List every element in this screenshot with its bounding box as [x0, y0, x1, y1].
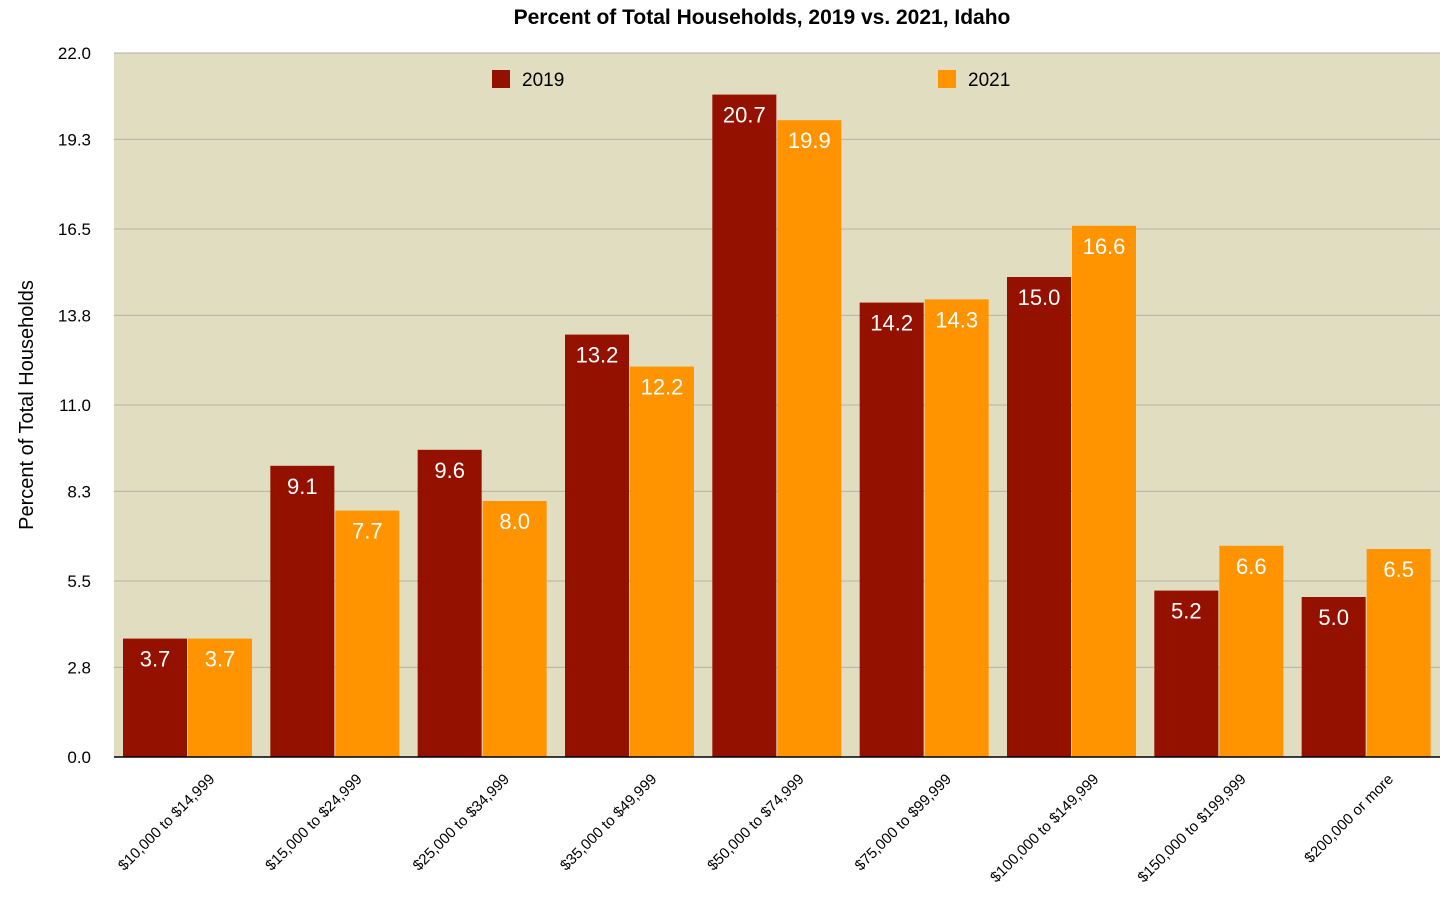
- y-tick-label: 2.8: [67, 658, 91, 677]
- bar-2019: [270, 465, 335, 757]
- x-tick-label: $100,000 to $149,999: [987, 771, 1102, 886]
- data-label: 16.6: [1083, 234, 1126, 259]
- data-label: 7.7: [352, 519, 383, 544]
- bar-2021: [1219, 545, 1284, 757]
- bar-2021: [1072, 225, 1136, 758]
- data-label: 3.7: [140, 647, 171, 672]
- data-label: 3.7: [205, 647, 236, 672]
- bar-2021: [1366, 549, 1431, 757]
- data-label: 9.6: [434, 458, 465, 483]
- bar-2019: [1007, 277, 1071, 757]
- bar-2019: [859, 302, 924, 757]
- bar-2021: [188, 638, 252, 757]
- data-label: 15.0: [1018, 285, 1061, 310]
- data-label: 5.0: [1318, 605, 1349, 630]
- data-label: 9.1: [287, 474, 318, 499]
- data-label: 13.2: [576, 343, 619, 368]
- y-tick-label: 16.5: [58, 220, 91, 239]
- data-label: 8.0: [499, 509, 530, 534]
- x-tick-label: $150,000 to $199,999: [1134, 771, 1249, 886]
- x-tick-label: $50,000 to $74,999: [704, 771, 807, 874]
- bar-2019: [1301, 597, 1366, 757]
- x-tick-label: $10,000 to $14,999: [115, 771, 218, 874]
- y-tick-label: 5.5: [67, 572, 91, 591]
- y-tick-label: 8.3: [67, 482, 91, 501]
- y-tick-label: 0.0: [67, 748, 91, 767]
- data-label: 14.2: [870, 311, 913, 336]
- data-label: 20.7: [723, 103, 766, 128]
- x-tick-label: $200,000 or more: [1301, 771, 1397, 867]
- y-tick-label: 13.8: [58, 306, 91, 325]
- bar-2021: [482, 501, 547, 757]
- y-tick-label: 11.0: [59, 396, 91, 415]
- bar-2021: [630, 366, 694, 757]
- legend-label-2021: 2021: [968, 70, 1010, 91]
- bar-2021: [924, 299, 989, 757]
- x-tick-label: $35,000 to $49,999: [557, 771, 660, 874]
- bar-2019: [1154, 590, 1219, 757]
- data-label: 6.5: [1383, 557, 1414, 582]
- x-tick-label: $15,000 to $24,999: [262, 771, 365, 874]
- bar-2019: [123, 638, 187, 757]
- bar-2021: [777, 120, 842, 757]
- legend-swatch-2021: [938, 70, 956, 88]
- bar-2021: [335, 510, 400, 757]
- y-tick-label: 22.0: [58, 44, 91, 63]
- chart-title: Percent of Total Households, 2019 vs. 20…: [514, 6, 1011, 29]
- plot-area: 0.0 2.8 5.5 8.3 11.0 13.8 16.5 19.3 22.0 3.7 3.7 $1…: [58, 44, 1440, 886]
- y-tick-label: 19.3: [58, 130, 91, 149]
- x-tick-label: $75,000 to $99,999: [852, 771, 955, 874]
- data-label: 12.2: [641, 375, 684, 400]
- bar-2019: [417, 449, 482, 757]
- data-label: 6.6: [1236, 554, 1267, 579]
- bar-2019: [565, 334, 629, 757]
- y-axis-label: Percent of Total Households: [16, 280, 38, 530]
- x-tick-label: $25,000 to $34,999: [410, 771, 513, 874]
- bar-2019: [712, 94, 777, 758]
- data-label: 5.2: [1171, 599, 1202, 624]
- data-label: 19.9: [788, 128, 831, 153]
- legend-label-2019: 2019: [522, 70, 564, 91]
- data-label: 14.3: [935, 307, 978, 332]
- legend-swatch-2019: [492, 70, 510, 88]
